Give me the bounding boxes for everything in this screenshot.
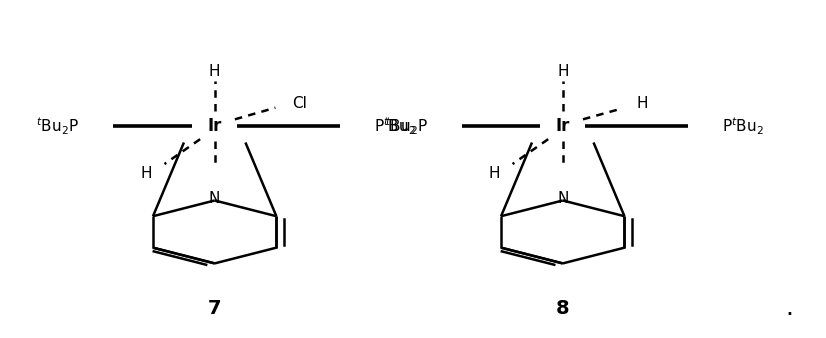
Text: .: . xyxy=(786,296,794,320)
Text: P$^t$Bu$_2$: P$^t$Bu$_2$ xyxy=(722,115,764,137)
Text: P$^t$Bu$_2$: P$^t$Bu$_2$ xyxy=(374,115,416,137)
Text: H: H xyxy=(209,64,221,79)
Text: $^t$Bu$_2$P: $^t$Bu$_2$P xyxy=(384,115,428,137)
Text: Ir: Ir xyxy=(207,117,222,135)
Text: H: H xyxy=(636,96,648,111)
Text: H: H xyxy=(140,167,152,182)
Text: H: H xyxy=(488,167,500,182)
Text: Ir: Ir xyxy=(556,117,570,135)
Text: 8: 8 xyxy=(556,298,570,318)
Text: $^t$Bu$_2$P: $^t$Bu$_2$P xyxy=(36,115,79,137)
Text: 7: 7 xyxy=(208,298,221,318)
Text: N: N xyxy=(209,191,221,206)
Text: N: N xyxy=(557,191,568,206)
Text: Cl: Cl xyxy=(292,96,307,111)
Text: H: H xyxy=(557,64,568,79)
